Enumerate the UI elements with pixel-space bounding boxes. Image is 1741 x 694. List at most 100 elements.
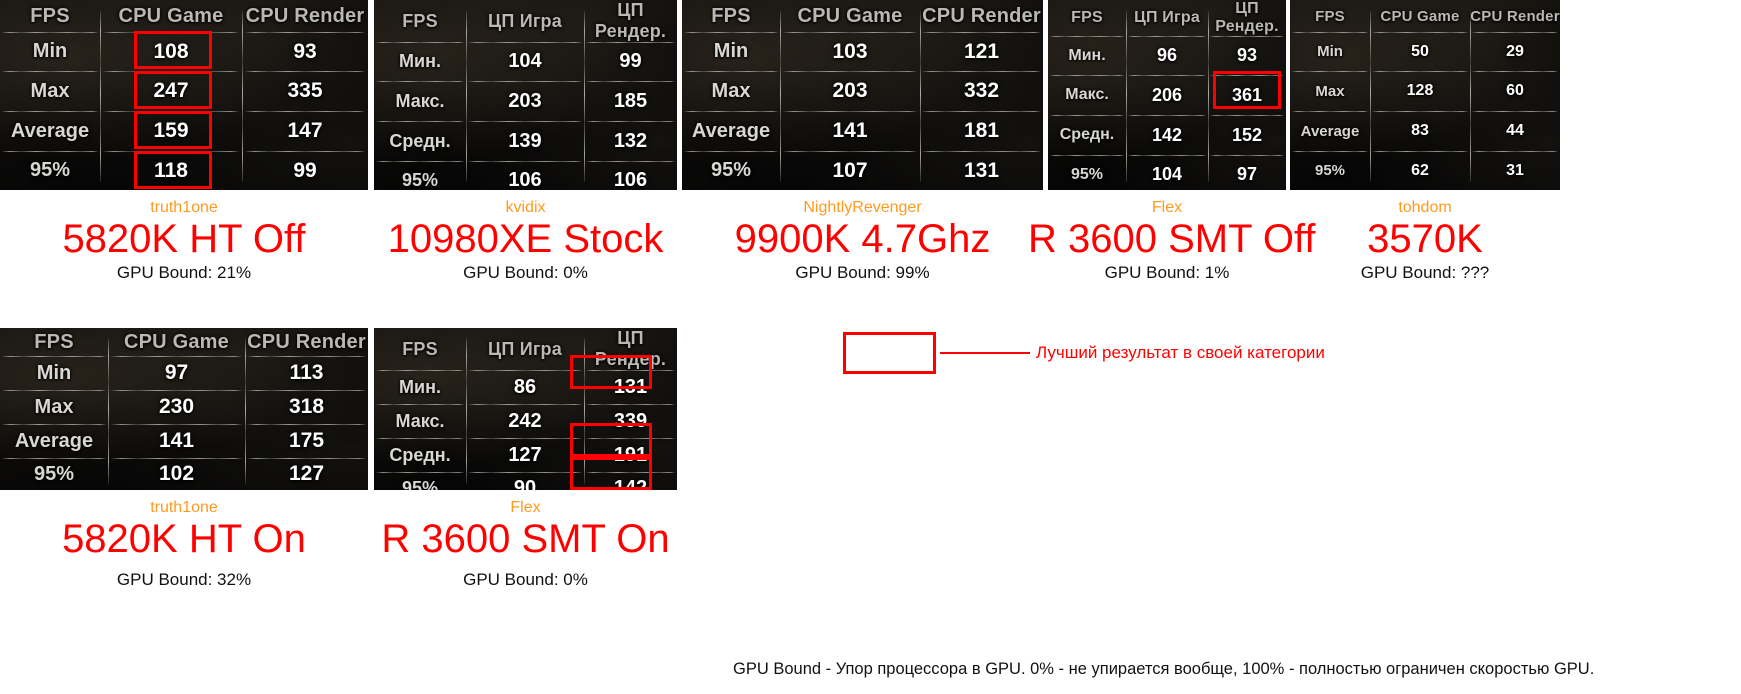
cell-max-render: 361	[1208, 75, 1286, 115]
cell-average-render: 132	[584, 121, 677, 161]
row-label-average: Средн.	[1048, 115, 1126, 155]
row-label-min: Мин.	[1048, 36, 1126, 75]
bench-table-t7: FPS ЦП Игра ЦП Рендер. Мин. 86 131 Макс.…	[374, 328, 677, 490]
header-cpu-render: ЦП Рендер.	[594, 328, 667, 369]
cpu-title-t2: 10980XE Stock	[387, 217, 664, 261]
cell-95-game: 90	[466, 472, 584, 490]
cell-max-game: 230	[108, 390, 245, 424]
gpu-bound-t3: GPU Bound: 99%	[795, 263, 930, 282]
cell-min-render: 29	[1470, 32, 1560, 71]
header-fps: FPS	[34, 330, 74, 353]
cell-95-game: 62	[1370, 151, 1470, 190]
cell-max-game: 203	[466, 81, 584, 121]
table-row: Мин. 96 93	[1048, 36, 1286, 75]
bench-table-t2: FPS ЦП Игра ЦП Рендер. Мин. 104 99 Макс.…	[374, 0, 677, 190]
cell-average-render: 44	[1470, 111, 1560, 151]
table-row: 95% 90 142	[374, 472, 677, 490]
cell-average-render: 175	[245, 424, 368, 458]
row-label-min: Min	[0, 356, 108, 390]
cell-95-render: 127	[245, 458, 368, 490]
header-cpu-game: CPU Game	[797, 4, 903, 27]
header-cpu-game: CPU Game	[1380, 7, 1460, 25]
cell-min-render: 93	[242, 32, 368, 71]
cell-min-render: 99	[584, 42, 677, 81]
row-label-average: Средн.	[374, 438, 466, 472]
header-fps: FPS	[711, 4, 751, 27]
column-divider	[466, 11, 467, 183]
table-row: 95% 62 31	[1290, 151, 1560, 190]
cpu-title-t4: R 3600 SMT Off	[1028, 217, 1316, 261]
row-label-average: Average	[682, 111, 780, 151]
table-row: Average 141 181	[682, 111, 1043, 151]
row-label-max: Max	[1290, 71, 1370, 111]
gpu-bound-t7: GPU Bound: 0%	[463, 570, 588, 589]
cell-average-game: 142	[1126, 115, 1208, 155]
cell-min-render: 131	[584, 370, 677, 404]
table-row: Max 203 332	[682, 71, 1043, 111]
legend-connector-line	[940, 352, 1030, 354]
cell-average-game: 83	[1370, 111, 1470, 151]
gpu-bound-t2: GPU Bound: 0%	[463, 263, 588, 282]
cell-max-render: 185	[584, 81, 677, 121]
cell-min-game: 104	[466, 42, 584, 81]
table-row: 95% 118 99	[0, 151, 368, 190]
bench-table-t4: FPS ЦП Игра ЦП Рендер. Мин. 96 93 Макс. …	[1048, 0, 1286, 190]
cell-min-game: 86	[466, 370, 584, 404]
row-label-95: 95%	[374, 161, 466, 190]
row-label-95: 95%	[0, 151, 100, 190]
cell-max-game: 242	[466, 404, 584, 438]
table-row: Min 50 29	[1290, 32, 1560, 71]
bench-table-t6: FPS CPU Game CPU Render Min 97 113 Max 2…	[0, 328, 368, 490]
nickname-t2: kvidix	[505, 199, 546, 216]
table-row: 95% 104 97	[1048, 155, 1286, 190]
column-divider	[100, 11, 101, 183]
nickname-t6: truth1one	[150, 499, 218, 516]
table-row: Min 97 113	[0, 356, 368, 390]
cell-95-render: 106	[584, 161, 677, 190]
column-divider	[466, 337, 467, 484]
cell-95-render: 142	[584, 472, 677, 490]
cell-max-render: 60	[1470, 71, 1560, 111]
footnote-gpu-bound-explanation: GPU Bound - Упор процессора в GPU. 0% - …	[733, 660, 1595, 678]
row-label-min: Min	[1290, 32, 1370, 71]
row-label-min: Min	[0, 32, 100, 71]
column-divider	[245, 337, 246, 484]
column-divider	[1470, 11, 1471, 183]
row-label-95: 95%	[0, 458, 108, 490]
table-row: Average 83 44	[1290, 111, 1560, 151]
column-divider	[1208, 11, 1209, 183]
header-fps: FPS	[1071, 9, 1103, 26]
column-divider	[1370, 11, 1371, 183]
cell-95-game: 107	[780, 151, 920, 190]
gpu-bound-t6: GPU Bound: 32%	[116, 570, 252, 589]
header-fps: FPS	[1315, 7, 1345, 25]
cell-average-game: 127	[466, 438, 584, 472]
gpu-bound-t4: GPU Bound: 1%	[1104, 263, 1230, 282]
column-divider	[584, 11, 585, 183]
cell-max-render: 335	[242, 71, 368, 111]
bench-table-t1: FPS CPU Game CPU Render Min 108 93 Max 2…	[0, 0, 368, 190]
cell-min-game: 108	[100, 32, 242, 71]
row-label-95: 95%	[682, 151, 780, 190]
nickname-t7: Flex	[510, 499, 541, 516]
cpu-title-t5: 3570K	[1367, 217, 1483, 261]
cell-95-render: 99	[242, 151, 368, 190]
cell-95-game: 102	[108, 458, 245, 490]
nickname-t5: tohdom	[1398, 199, 1452, 216]
header-cpu-render: ЦП Рендер.	[1215, 0, 1279, 35]
cell-95-game: 118	[100, 151, 242, 190]
table-row: Средн. 142 152	[1048, 115, 1286, 155]
cell-min-render: 113	[245, 356, 368, 390]
row-label-max: Макс.	[374, 404, 466, 438]
cell-average-render: 181	[920, 111, 1043, 151]
row-label-max: Max	[0, 390, 108, 424]
cell-average-game: 141	[780, 111, 920, 151]
table-row: Average 159 147	[0, 111, 368, 151]
cell-average-game: 141	[108, 424, 245, 458]
cpu-title-t6: 5820K HT On	[62, 517, 306, 561]
cell-average-render: 147	[242, 111, 368, 151]
header-cpu-render: CPU Render	[245, 4, 365, 27]
cell-average-render: 191	[584, 438, 677, 472]
row-label-95: 95%	[1048, 155, 1126, 190]
gpu-bound-t5: GPU Bound: ???	[1360, 263, 1490, 282]
